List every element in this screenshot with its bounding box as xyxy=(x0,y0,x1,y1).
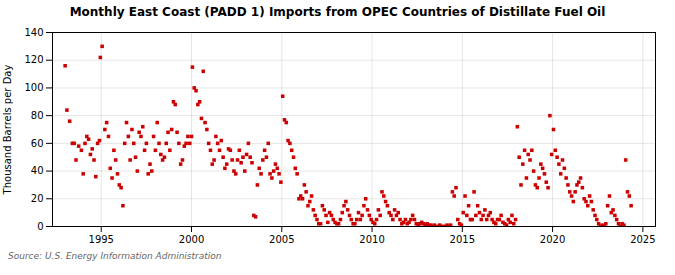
svg-text:120: 120 xyxy=(24,54,43,65)
svg-text:40: 40 xyxy=(31,165,44,176)
svg-text:0: 0 xyxy=(37,221,43,232)
html-text:Source: U.S. Energy Informatio: Source: U.S. Energy Information Administ… xyxy=(8,251,222,261)
svg-text:2005: 2005 xyxy=(269,234,294,245)
html-text:Monthly East Coast (PADD 1) Im: Monthly East Coast (PADD 1) Imports from… xyxy=(69,5,606,19)
svg-text:80: 80 xyxy=(31,110,44,121)
svg-text:1995: 1995 xyxy=(89,234,114,245)
svg-text:2000: 2000 xyxy=(179,234,204,245)
svg-text:Thousand Barrels per Day: Thousand Barrels per Day xyxy=(2,65,13,196)
svg-text:20: 20 xyxy=(31,193,44,204)
svg-text:140: 140 xyxy=(24,27,43,38)
svg-text:60: 60 xyxy=(31,138,44,149)
svg-text:100: 100 xyxy=(24,82,43,93)
svg-text:2025: 2025 xyxy=(630,234,655,245)
svg-text:2015: 2015 xyxy=(450,234,475,245)
svg-text:2020: 2020 xyxy=(540,234,565,245)
svg-text:2010: 2010 xyxy=(359,234,384,245)
